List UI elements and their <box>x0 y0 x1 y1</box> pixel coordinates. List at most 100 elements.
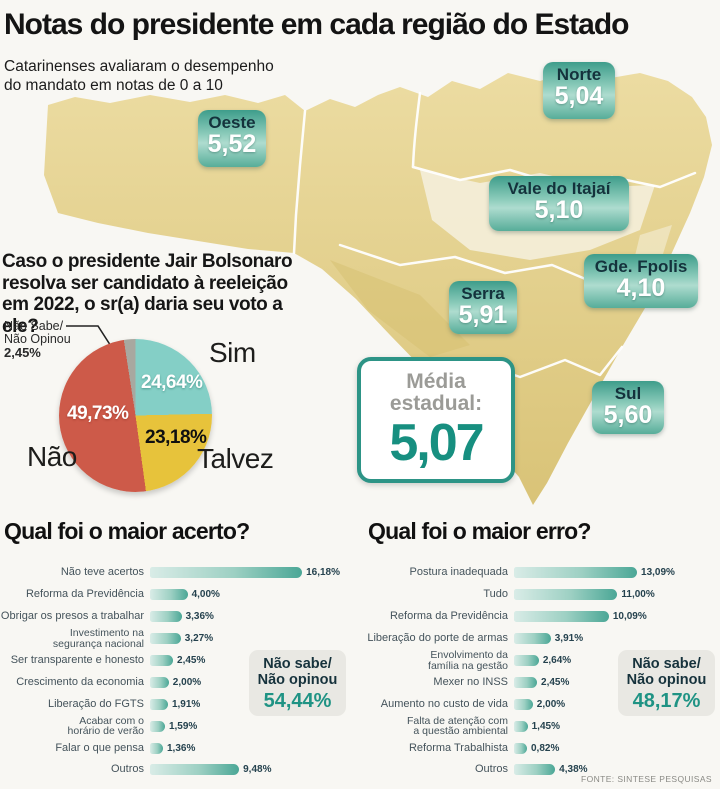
bar-label: Ser transparente e honesto <box>10 654 144 666</box>
region-name: Sul <box>614 384 642 403</box>
bar-value-label: 4,38% <box>559 764 588 776</box>
bar-label: Outros <box>474 763 508 776</box>
bar-label: Não teve acertos <box>60 566 144 579</box>
bar-value-label: 3,27% <box>184 633 214 645</box>
bar-label: Mexer no INSS <box>433 675 508 688</box>
bar-row: Falar o que pensa 1,36% <box>0 737 356 759</box>
bar-row: Liberação do porte de armas 3,91% <box>364 628 720 650</box>
bars-erro: Postura inadequada 13,09% Tudo 11,00% Reform… <box>364 562 720 781</box>
border-norte-west <box>411 91 422 169</box>
bar-value-label: 2,45% <box>177 655 206 666</box>
no-answer-box-erro: Não sabe/ Não opinou 48,17% <box>618 650 715 716</box>
bar <box>150 764 240 776</box>
bar <box>150 720 165 732</box>
bar-value-label: 9,48% <box>243 764 272 776</box>
bar-value-label: 2,00% <box>536 698 566 710</box>
pie-value-talvez: 23,18% <box>145 427 207 448</box>
bars-acerto: Não teve acertos 16,18% Reforma da Previdê… <box>0 562 356 781</box>
bar-row: Envolvimento da família na gestão 2,64% <box>364 650 720 672</box>
bar-label: Reforma Trabalhista <box>408 741 508 754</box>
bar-value-label: 1,36% <box>167 742 196 754</box>
region-name: Oeste <box>208 113 256 132</box>
region-badge-serra: Serra 5,91 <box>449 281 517 334</box>
bar <box>514 742 527 754</box>
bar-row: Obrigar os presos a trabalhar 3,36% <box>0 606 356 628</box>
bar-value-label: 1,59% <box>168 720 198 732</box>
bar-row: Outros 9,48% <box>0 759 356 781</box>
bar-row: Não teve acertos 16,18% <box>0 562 356 584</box>
bar-row: Acabar com o horário de verão 1,59% <box>0 715 356 737</box>
region-badge-norte: Norte 5,04 <box>543 62 615 119</box>
pie-label-sim: Sim <box>209 337 256 368</box>
region-name: Gde. Fpolis <box>594 257 688 276</box>
bar-value-label: 13,09% <box>641 567 675 579</box>
chart-title-acerto: Qual foi o maior acerto? <box>4 518 250 544</box>
bar <box>150 589 188 601</box>
pie-value-nao: 49,73% <box>67 403 129 424</box>
bar-label: Falta de atenção com a questão ambiental <box>407 714 508 738</box>
bar-row: Reforma da Previdência 4,00% <box>0 584 356 606</box>
bar-label: Envolvimento da família na gestão <box>428 649 508 672</box>
region-score: 5,10 <box>534 195 584 224</box>
bar-label: Obrigar os presos a trabalhar <box>0 610 144 623</box>
bar-label: Falar o que pensa <box>55 741 144 754</box>
bar-label: Tudo <box>483 588 508 601</box>
bar-label: Postura inadequada <box>409 566 508 579</box>
bar-value-label: 16,18% <box>306 567 340 579</box>
bar-value-label: 3,91% <box>554 633 584 645</box>
region-score: 5,91 <box>458 300 508 329</box>
state-average-value: 5,07 <box>389 414 484 473</box>
bar-label: Reforma da Previdência <box>25 588 144 601</box>
bar-label: Acabar com o horário de verão <box>67 714 144 738</box>
bar <box>150 611 182 623</box>
border-oeste <box>292 109 307 255</box>
bar-value-label: 2,64% <box>542 655 572 666</box>
bar-row: Investimento na segurança nacional 3,27% <box>0 628 356 650</box>
pie-label-talvez: Talvez <box>197 443 274 474</box>
state-average-label: Média estadual: <box>389 370 483 416</box>
bar <box>514 720 528 732</box>
bar-row: Crescimento da economia 2,00% <box>0 671 356 693</box>
bar <box>514 567 638 579</box>
source-credit: FONTE: SINTESE PESQUISAS <box>581 774 712 784</box>
bar <box>150 742 163 754</box>
region-name: Vale do Itajaí <box>507 179 611 198</box>
chart-title-erro: Qual foi o maior erro? <box>368 518 591 544</box>
region-score: 5,04 <box>554 81 604 110</box>
region-score: 5,52 <box>207 129 257 158</box>
region-name: Serra <box>461 284 505 303</box>
region-badge-oeste: Oeste 5,52 <box>198 110 266 167</box>
bar-label: Liberação do FGTS <box>48 697 144 710</box>
bar-row: Mexer no INSS 2,45% <box>364 671 720 693</box>
subtitle-line-1: Catarinenses avaliaram o desempenho <box>4 58 274 75</box>
bar <box>514 633 551 645</box>
bar-row: Tudo 11,00% <box>364 584 720 606</box>
bar <box>514 589 618 601</box>
pie-callout-label: Não Sabe/ Não Opinou 2,45% <box>4 319 71 361</box>
page-title: Notas do presidente em cada região do Es… <box>4 8 630 41</box>
bar-value-label: 11,00% <box>621 589 655 601</box>
state-average-box: Média estadual: 5,07 <box>357 357 515 483</box>
bar <box>150 567 303 579</box>
region-badge-sul: Sul 5,60 <box>592 381 664 434</box>
no-answer-value-erro: 48,17% <box>632 689 701 712</box>
bar-value-label: 1,91% <box>171 698 201 710</box>
bar-value-label: 4,00% <box>191 589 220 601</box>
region-badge-vale-do-itajai: Vale do Itajaí 5,10 <box>489 176 629 231</box>
bar-label: Reforma da Previdência <box>389 610 508 623</box>
bar-value-label: 2,00% <box>172 676 202 688</box>
bar-row: Reforma Trabalhista 0,82% <box>364 737 720 759</box>
bar-label: Outros <box>110 763 144 776</box>
bar-label: Crescimento da economia <box>16 675 144 688</box>
bar-value-label: 3,36% <box>185 611 214 623</box>
bar <box>514 676 538 688</box>
bar-label: Liberação do porte de armas <box>367 632 508 645</box>
bar-row: Ser transparente e honesto 2,45% <box>0 650 356 672</box>
chart-maior-acerto: Qual foi o maior acerto? Não teve acerto… <box>0 518 356 781</box>
bar <box>514 611 609 623</box>
bar <box>514 698 533 710</box>
chart-maior-erro: Qual foi o maior erro? Postura inadequad… <box>364 518 720 781</box>
pie-chart: 24,64% 49,73% 23,18% <box>59 339 212 492</box>
region-badge-gde-fpolis: Gde. Fpolis 4,10 <box>584 254 698 308</box>
